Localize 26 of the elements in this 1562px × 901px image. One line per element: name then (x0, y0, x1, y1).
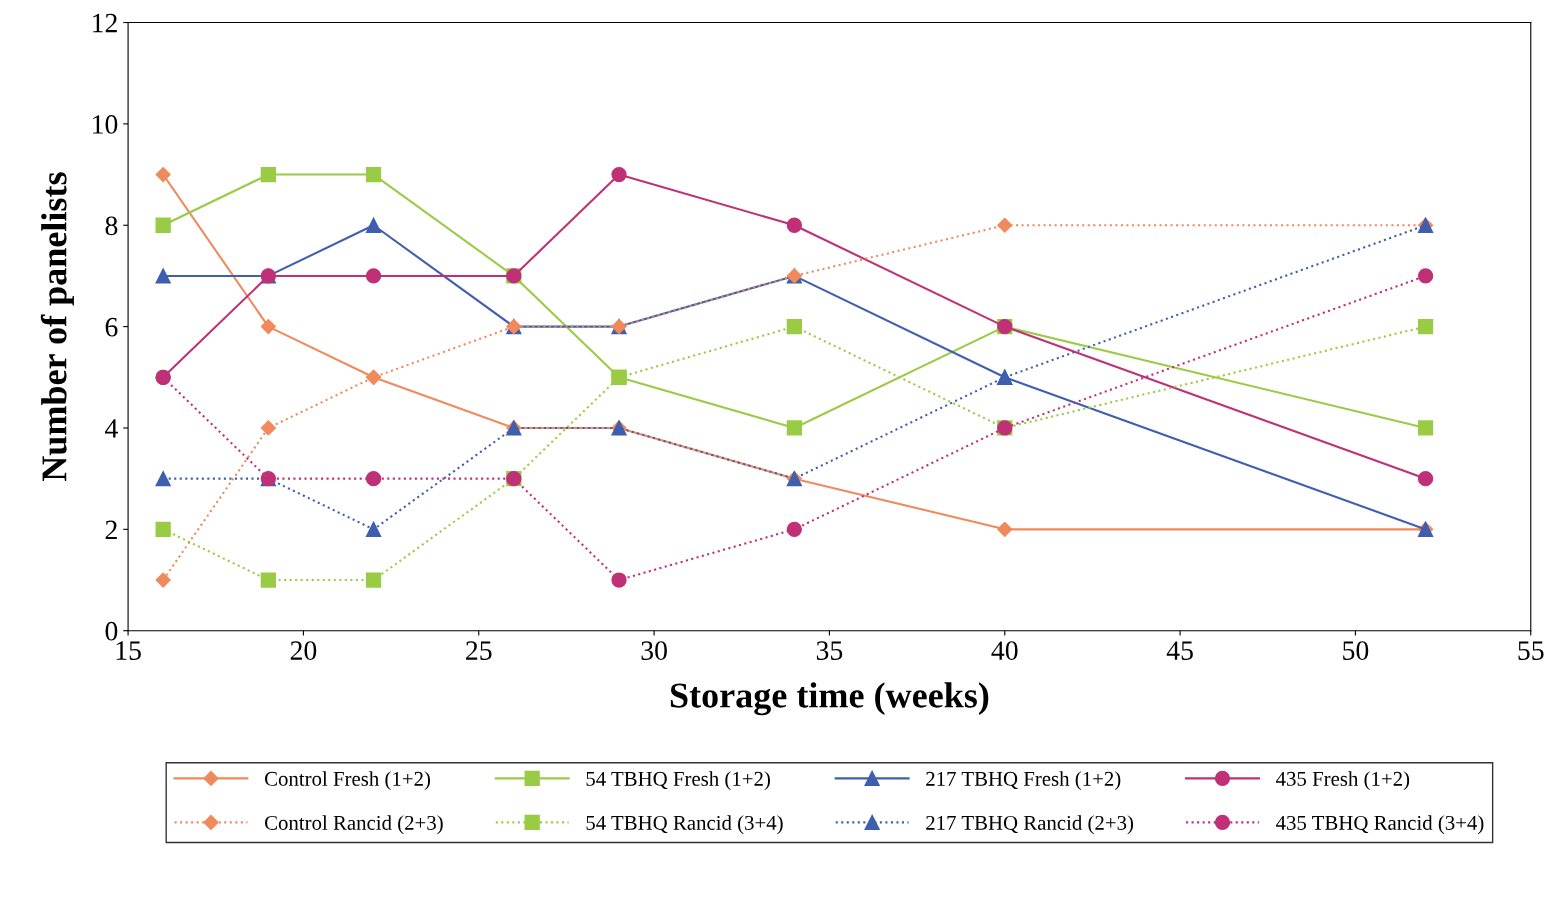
x-tick-label: 40 (991, 641, 1018, 660)
legend-label: 435 Fresh (1+2) (1276, 771, 1410, 791)
y-tick-label: 12 (93, 13, 117, 33)
x-tick-label: 45 (1166, 641, 1193, 660)
x-tick-label: 35 (816, 641, 843, 660)
x-tick-label: 50 (1343, 641, 1369, 660)
y-tick-label: 6 (105, 317, 118, 337)
legend-label: Control Fresh (1+2) (264, 771, 431, 791)
y-tick-label: 4 (105, 419, 118, 438)
y-tick-label: 0 (105, 621, 118, 641)
x-tick-label: 15 (116, 641, 141, 660)
legend-label: 217 TBHQ Fresh (1+2) (926, 771, 1121, 791)
legend-label: 435 TBHQ Rancid (3+4) (1276, 815, 1484, 835)
legend-label: 54 TBHQ Rancid (3+4) (586, 815, 783, 835)
x-tick-label: 30 (641, 641, 667, 660)
y-tick-label: 2 (105, 520, 117, 539)
legend-label: 217 TBHQ Rancid (2+3) (926, 815, 1134, 835)
x-tick-label: 55 (1518, 641, 1544, 660)
y-tick-label: 10 (93, 115, 118, 134)
y-axis-title: Number of panelists (40, 172, 74, 482)
x-tick-label: 20 (290, 641, 317, 660)
legend-label: Control Rancid (2+3) (264, 815, 443, 835)
x-tick-label: 25 (466, 641, 492, 660)
x-axis-title: Storage time (weeks) (670, 682, 989, 716)
y-tick-label: 8 (105, 216, 118, 236)
legend-label: 54 TBHQ Fresh (1+2) (586, 771, 770, 791)
